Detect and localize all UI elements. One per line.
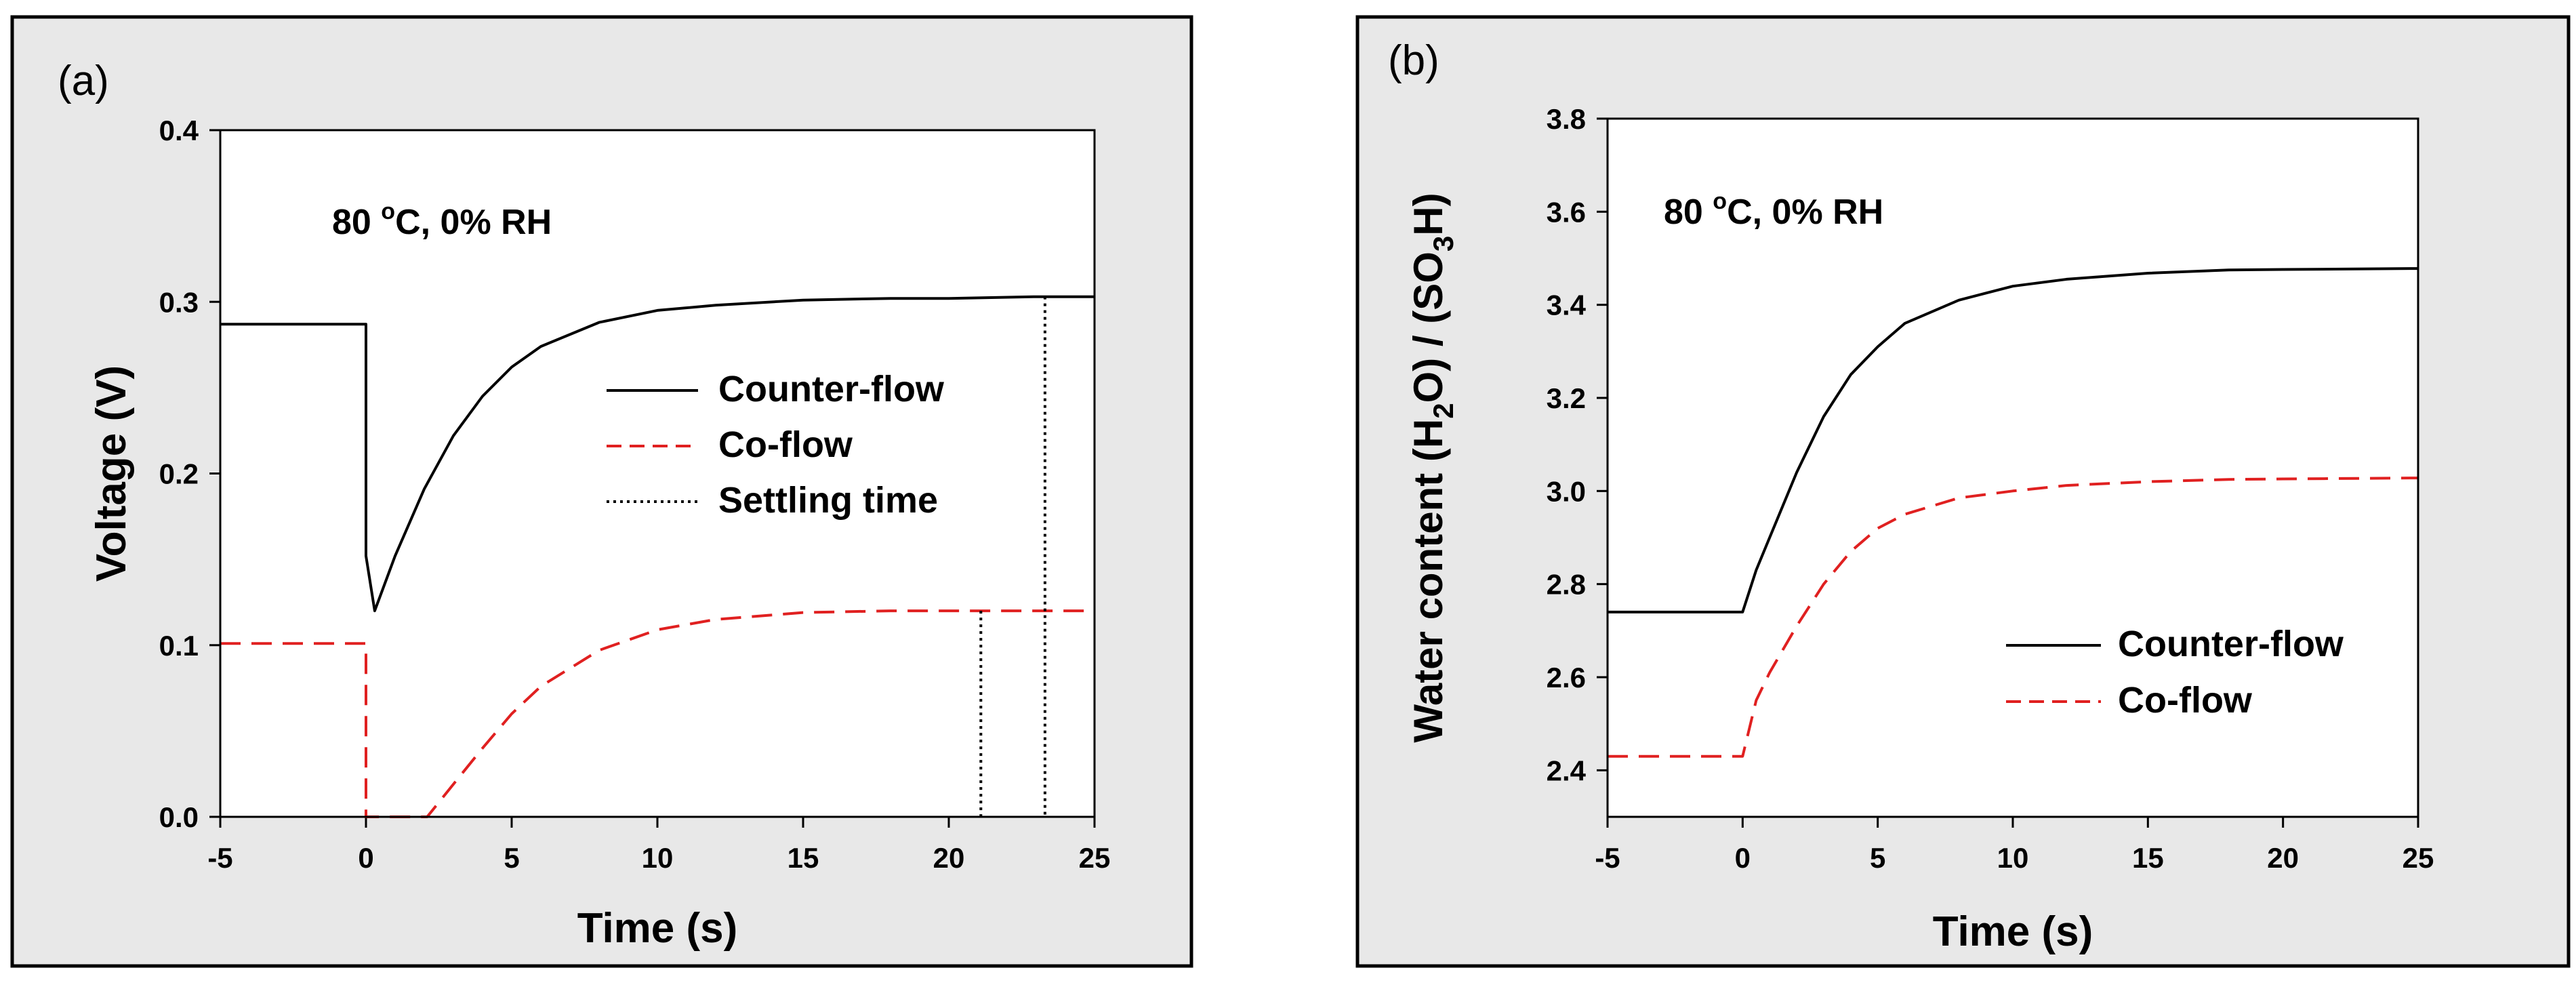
annotation-temp: 80: [332, 203, 381, 242]
condition-annotation: 80 oC, 0% RH: [332, 199, 552, 242]
legend-label-settling: Settling time: [718, 480, 938, 521]
plot-frame: [1606, 117, 2419, 818]
y-tick-label: 0.3: [159, 286, 199, 318]
y-tick-label: 2.6: [1547, 662, 1586, 693]
annotation-temp: 80: [1664, 193, 1713, 232]
y-tick-label: 0.1: [159, 630, 199, 662]
x-tick-label: 10: [642, 842, 674, 874]
series-line-co-flow: [1608, 477, 2419, 758]
y-tick-label: 2.8: [1547, 569, 1586, 601]
y-axis-title: Voltage (V): [88, 365, 135, 582]
annotation-degree: o: [1713, 188, 1727, 214]
x-tick-label: 20: [2267, 842, 2299, 874]
y-tick-label: 3.0: [1547, 475, 1586, 507]
plot-frame: [219, 129, 1096, 818]
x-tick-label: 25: [2403, 842, 2434, 874]
y-tick-label: 3.2: [1547, 382, 1586, 414]
x-axis-title: Time (s): [1933, 908, 2093, 955]
x-tick-label: 5: [1870, 842, 1885, 874]
y-tick-label: 3.8: [1547, 103, 1586, 135]
x-tick-label: -5: [207, 842, 232, 874]
series-line-co-flow: [220, 609, 1095, 818]
y-axis-title-part: H): [1406, 193, 1451, 235]
panel-label: (b): [1388, 37, 1439, 84]
annotation-degree: o: [381, 199, 395, 224]
y-tick-label: 3.4: [1547, 289, 1587, 321]
x-tick-label: 0: [1735, 842, 1751, 874]
series-line-counter-flow: [1608, 267, 2419, 613]
x-tick-label: 10: [1997, 842, 2029, 874]
y-axis-title-subscript: 2: [1427, 403, 1459, 418]
x-tick-label: 0: [358, 842, 373, 874]
y-axis-title-subscript: 3: [1427, 236, 1459, 251]
y-axis-title-part: Water content (H: [1406, 419, 1451, 743]
y-tick-label: 2.4: [1547, 754, 1587, 786]
x-tick-label: -5: [1595, 842, 1620, 874]
legend-label-counter_flow: Counter-flow: [718, 369, 945, 409]
x-axis-title: Time (s): [577, 905, 738, 952]
y-tick-label: 0.4: [159, 115, 199, 146]
condition-annotation: 80 oC, 0% RH: [1664, 188, 1883, 232]
x-tick-label: 25: [1079, 842, 1111, 874]
y-axis-title-part: O) / (SO: [1406, 251, 1451, 403]
y-tick-label: 0.0: [159, 801, 199, 833]
y-tick-label: 3.6: [1547, 196, 1586, 228]
annotation-rest: C, 0% RH: [395, 203, 552, 242]
y-axis-title: Water content (H2O) / (SO3H): [1406, 193, 1459, 742]
annotation-rest: C, 0% RH: [1727, 193, 1883, 232]
x-tick-label: 15: [2132, 842, 2164, 874]
y-tick-label: 0.2: [159, 458, 199, 490]
panel-label: (a): [58, 58, 109, 104]
series-line-counter-flow: [220, 295, 1095, 613]
x-tick-label: 20: [933, 842, 965, 874]
chart-panel-b: (b) 80 oC, 0% RH -5 0 5 10 15 20 25 2.4 2.6 2.8 3.0 3…: [1355, 15, 2571, 968]
legend-label-co_flow: Co-flow: [2118, 680, 2253, 721]
chart-panel-a: (a) 80 oC, 0% RH -5 0 5 10 15 20 25 0.0 0.1 0.2 0.3 0…: [10, 15, 1193, 968]
x-tick-label: 5: [504, 842, 519, 874]
legend-label-co_flow: Co-flow: [718, 424, 853, 465]
x-tick-label: 15: [788, 842, 819, 874]
legend-label-counter_flow: Counter-flow: [2118, 624, 2344, 664]
